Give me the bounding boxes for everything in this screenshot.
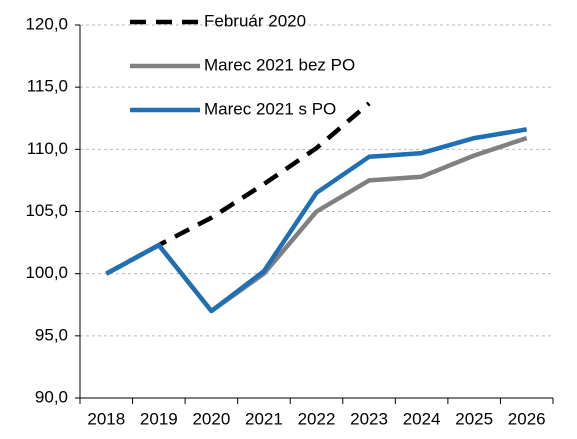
y-tick-label: 115,0 [27,77,68,96]
x-tick-label: 2026 [508,409,546,428]
legend-label: Február 2020 [204,11,306,30]
y-tick-label: 110,0 [27,139,68,158]
x-tick-label: 2020 [192,409,230,428]
legend-label: Marec 2021 bez PO [204,55,355,74]
y-tick-label: 90,0 [35,387,68,406]
y-tick-label: 100,0 [25,263,68,282]
series-line [105,127,528,314]
x-tick-label: 2019 [140,409,178,428]
x-tick-label: 2021 [245,409,283,428]
x-tick-label: 2024 [403,409,441,428]
series-line [105,101,371,276]
y-tick-label: 95,0 [35,325,68,344]
y-tick-label: 120,0 [25,14,68,33]
x-tick-label: 2023 [350,409,388,428]
x-tick-label: 2018 [87,409,125,428]
x-tick-label: 2022 [298,409,336,428]
series-line [105,135,528,314]
legend-label: Marec 2021 s PO [204,99,336,118]
x-tick-label: 2025 [455,409,493,428]
y-tick-label: 105,0 [25,201,68,220]
